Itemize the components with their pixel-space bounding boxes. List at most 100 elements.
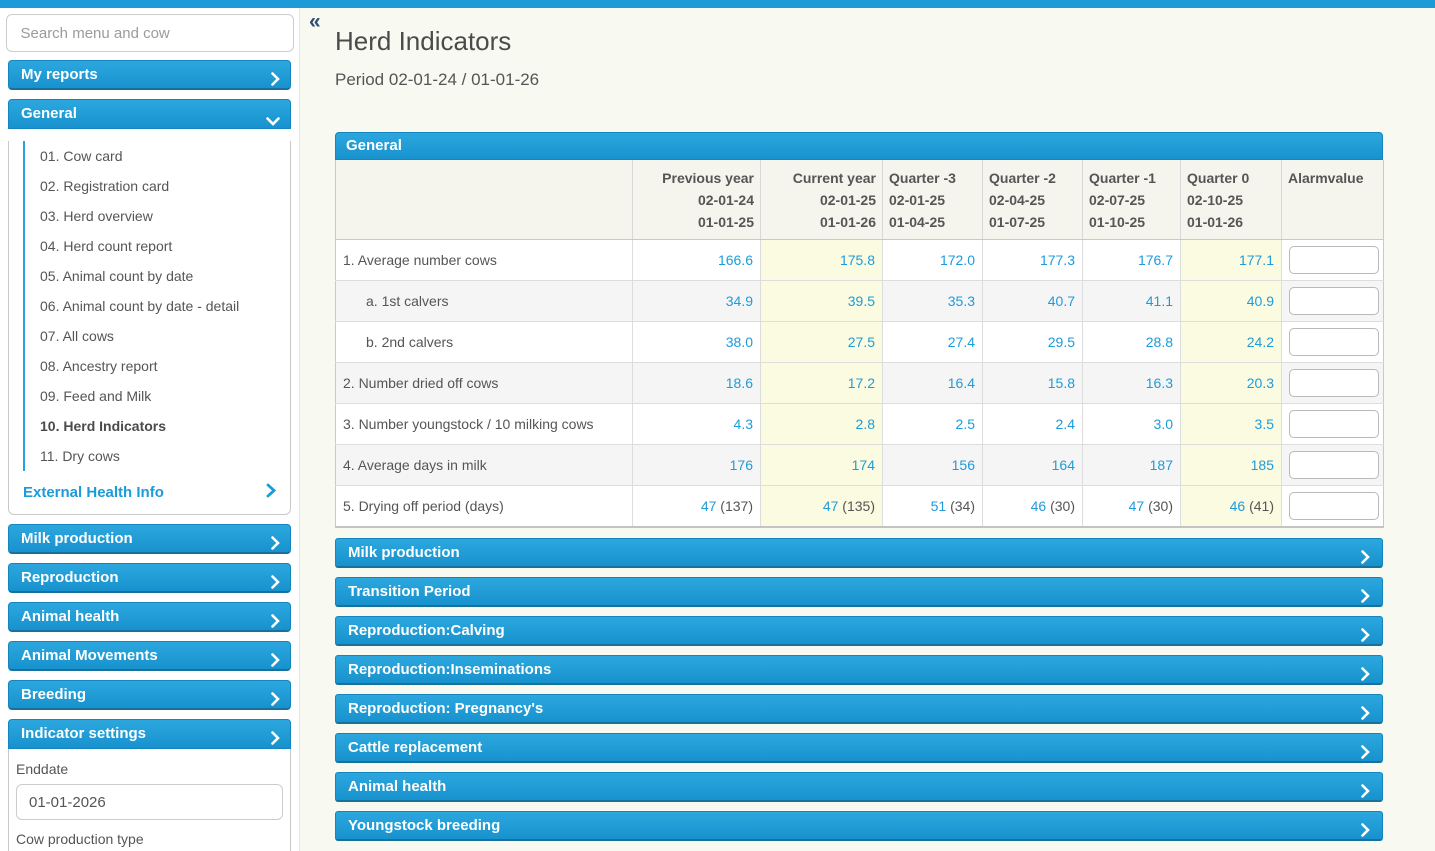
alarm-input[interactable] <box>1289 287 1379 315</box>
section-bar-label: Youngstock breeding <box>348 816 501 834</box>
sidebar-subitem-animal-count-by-date-detail[interactable]: 06. Animal count by date - detail <box>40 298 240 314</box>
sidebar-subitem-feed-and-milk[interactable]: 09. Feed and Milk <box>40 388 152 404</box>
sidebar-item-label: Milk production <box>21 530 133 547</box>
alarm-input[interactable] <box>1289 451 1379 479</box>
chevron-right-icon <box>1361 585 1370 612</box>
section-bar-reproduction-calving[interactable]: Reproduction:Calving <box>335 615 1383 646</box>
enddate-label: Enddate <box>16 761 69 777</box>
column-header-quarter-1: Quarter -1 02-07-25 01-10-25 <box>1082 160 1181 240</box>
collapse-sidebar-icon[interactable]: « <box>309 10 321 33</box>
column-header-empty <box>335 160 633 240</box>
alarm-cell <box>1281 362 1384 404</box>
value-cell: 2.4 <box>982 403 1083 445</box>
section-bar-youngstock-breeding[interactable]: Youngstock breeding <box>335 810 1383 841</box>
column-header-previous-year: Previous year 02-01-24 01-01-25 <box>632 160 761 240</box>
sidebar-subitem-herd-count-report[interactable]: 04. Herd count report <box>40 238 173 254</box>
cow-production-type-label: Cow production type <box>16 831 144 847</box>
value-cell: 18.6 <box>632 362 761 404</box>
value-cell: 34.9 <box>632 280 761 322</box>
table-row: b. 2nd calvers 38.0 27.5 27.4 29.5 28.8 … <box>335 321 1384 363</box>
sidebar-item-external-health-info[interactable]: External Health Info <box>9 473 290 514</box>
sidebar-subitem-animal-count-by-date[interactable]: 05. Animal count by date <box>40 268 194 284</box>
alarm-input[interactable] <box>1289 328 1379 356</box>
row-label: b. 2nd calvers <box>335 321 633 363</box>
chevron-right-icon <box>1361 546 1370 573</box>
sidebar-subitem-dry-cows[interactable]: 11. Dry cows <box>40 448 120 464</box>
section-header-general[interactable]: General <box>335 132 1383 160</box>
sidebar-subitem-herd-indicators[interactable]: 10. Herd Indicators <box>40 418 167 434</box>
sidebar-item-my-reports[interactable]: My reports <box>8 60 291 90</box>
column-header-quarter-3: Quarter -3 02-01-25 01-04-25 <box>882 160 983 240</box>
sidebar-subitem-ancestry-report[interactable]: 08. Ancestry report <box>40 358 158 374</box>
chevron-right-icon <box>1361 741 1370 768</box>
section-bar-label: Reproduction: Pregnancy's <box>348 699 544 717</box>
alarm-input[interactable] <box>1289 491 1379 520</box>
value-cell: 156 <box>882 444 983 486</box>
section-bar-milk-production[interactable]: Milk production <box>335 537 1383 568</box>
value-cell: 174 <box>760 444 883 486</box>
alarm-cell <box>1281 403 1384 445</box>
chevron-right-icon <box>271 68 280 95</box>
section-bar-transition-period[interactable]: Transition Period <box>335 576 1383 607</box>
section-bar-cattle-replacement[interactable]: Cattle replacement <box>335 732 1383 763</box>
value-cell: 40.7 <box>982 280 1083 322</box>
sidebar-item-animal-health[interactable]: Animal health <box>8 602 291 632</box>
main-content: « Herd Indicators Period 02-01-24 / 01-0… <box>300 8 1435 851</box>
sidebar-item-label: General <box>21 105 77 122</box>
chevron-right-icon <box>1361 780 1370 807</box>
chevron-right-icon <box>1361 702 1370 729</box>
value-cell: 46 (30) <box>982 485 1083 527</box>
alarm-input[interactable] <box>1289 246 1379 274</box>
sidebar-item-reproduction[interactable]: Reproduction <box>8 563 291 593</box>
value-cell: 172.0 <box>882 239 983 281</box>
value-cell: 40.9 <box>1180 280 1282 322</box>
section-bar-label: Animal health <box>348 777 447 795</box>
section-bar-reproduction-pregnancys[interactable]: Reproduction: Pregnancy's <box>335 693 1383 724</box>
section-bar-label: Reproduction:Inseminations <box>348 660 552 678</box>
table-row: a. 1st calvers 34.9 39.5 35.3 40.7 41.1 … <box>335 280 1384 322</box>
value-cell: 176 <box>632 444 761 486</box>
enddate-input[interactable] <box>16 784 283 820</box>
chevron-down-icon <box>266 109 280 136</box>
section-bar-animal-health[interactable]: Animal health <box>335 771 1383 802</box>
value-cell: 177.3 <box>982 239 1083 281</box>
sidebar-subitem-registration-card[interactable]: 02. Registration card <box>40 178 170 194</box>
alarm-cell <box>1281 321 1384 363</box>
indicator-settings-panel: Enddate Cow production type <box>8 749 291 851</box>
column-header-current-year: Current year 02-01-25 01-01-26 <box>760 160 883 240</box>
column-header-quarter-0: Quarter 0 02-10-25 01-01-26 <box>1180 160 1282 240</box>
search-input[interactable] <box>5 14 294 52</box>
value-cell: 185 <box>1180 444 1282 486</box>
chevron-right-icon <box>271 610 280 637</box>
value-cell: 27.5 <box>760 321 883 363</box>
value-cell: 27.4 <box>882 321 983 363</box>
sidebar-subitem-herd-overview[interactable]: 03. Herd overview <box>40 208 153 224</box>
sidebar-item-breeding[interactable]: Breeding <box>8 680 291 710</box>
sidebar-item-general[interactable]: General <box>8 99 291 129</box>
table-row: 5. Drying off period (days) 47 (137) 47 … <box>335 485 1384 527</box>
value-cell: 164 <box>982 444 1083 486</box>
value-cell: 41.1 <box>1082 280 1181 322</box>
sidebar-subitem-cow-card[interactable]: 01. Cow card <box>40 148 123 164</box>
value-cell: 4.3 <box>632 403 761 445</box>
period-subtitle: Period 02-01-24 / 01-01-26 <box>335 70 540 89</box>
sidebar-item-milk-production[interactable]: Milk production <box>8 524 291 554</box>
section-bar-label: Transition Period <box>348 582 471 600</box>
value-cell: 29.5 <box>982 321 1083 363</box>
section-bar-label: Reproduction:Calving <box>348 621 505 639</box>
column-header-alarmvalue: Alarmvalue <box>1281 160 1384 240</box>
sidebar-item-indicator-settings[interactable]: Indicator settings <box>8 719 291 749</box>
section-bar-reproduction-inseminations[interactable]: Reproduction:Inseminations <box>335 654 1383 685</box>
alarm-input[interactable] <box>1289 410 1379 438</box>
chevron-right-icon <box>271 727 280 754</box>
row-label: 1. Average number cows <box>335 239 633 281</box>
sidebar-item-animal-movements[interactable]: Animal Movements <box>8 641 291 671</box>
value-cell: 51 (34) <box>882 485 983 527</box>
sidebar-subitem-all-cows[interactable]: 07. All cows <box>40 328 114 344</box>
chevron-right-icon <box>266 483 277 502</box>
alarm-input[interactable] <box>1289 369 1379 397</box>
general-section-card: General Previous year 02-01-24 01-01-25 … <box>335 132 1384 528</box>
value-cell: 28.8 <box>1082 321 1181 363</box>
value-cell: 2.8 <box>760 403 883 445</box>
value-cell: 16.4 <box>882 362 983 404</box>
